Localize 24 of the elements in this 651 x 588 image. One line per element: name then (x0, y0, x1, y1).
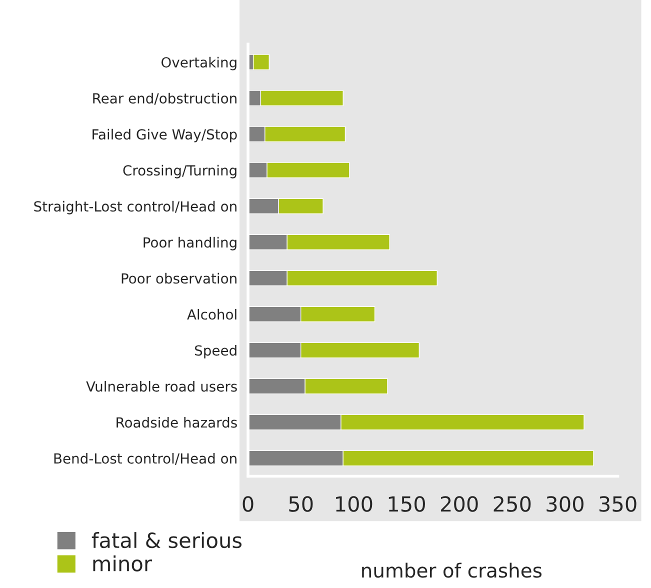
x-tick-label: 250 (494, 496, 531, 512)
x-tick-label: 200 (440, 496, 478, 512)
y-tick-label: Crossing/Turning (123, 164, 236, 178)
x-tick-label: 50 (289, 496, 313, 512)
y-tick-label: Bend-Lost control/Head on (54, 452, 236, 465)
x-tick-label: 100 (336, 496, 372, 512)
x-tick-label: 150 (388, 496, 425, 512)
legend-label: minor (93, 555, 152, 572)
x-tick-label: 350 (600, 496, 636, 512)
y-tick-label: Poor observation (122, 272, 236, 284)
x-tick-label: 0 (242, 496, 254, 512)
y-tick-label: Rear end/obstruction (93, 92, 236, 105)
y-tick-label: Vulnerable road users (86, 380, 237, 392)
y-tick-label: Roadside hazards (116, 416, 237, 428)
y-tick-label: Straight-Lost control/Head on (34, 200, 236, 214)
bar (252, 54, 270, 70)
y-tick-label: Alcohol (187, 308, 236, 320)
y-tick-label: Failed Give Way/Stop (92, 128, 237, 142)
legend-label: fatal & serious (92, 532, 242, 548)
y-tick-label: Speed (194, 344, 236, 358)
y-tick-label: Overtaking (162, 56, 236, 70)
x-axis-title: number of crashes (362, 562, 542, 578)
x-tick-label: 300 (546, 496, 584, 512)
y-tick-label: Poor handling (144, 236, 236, 250)
